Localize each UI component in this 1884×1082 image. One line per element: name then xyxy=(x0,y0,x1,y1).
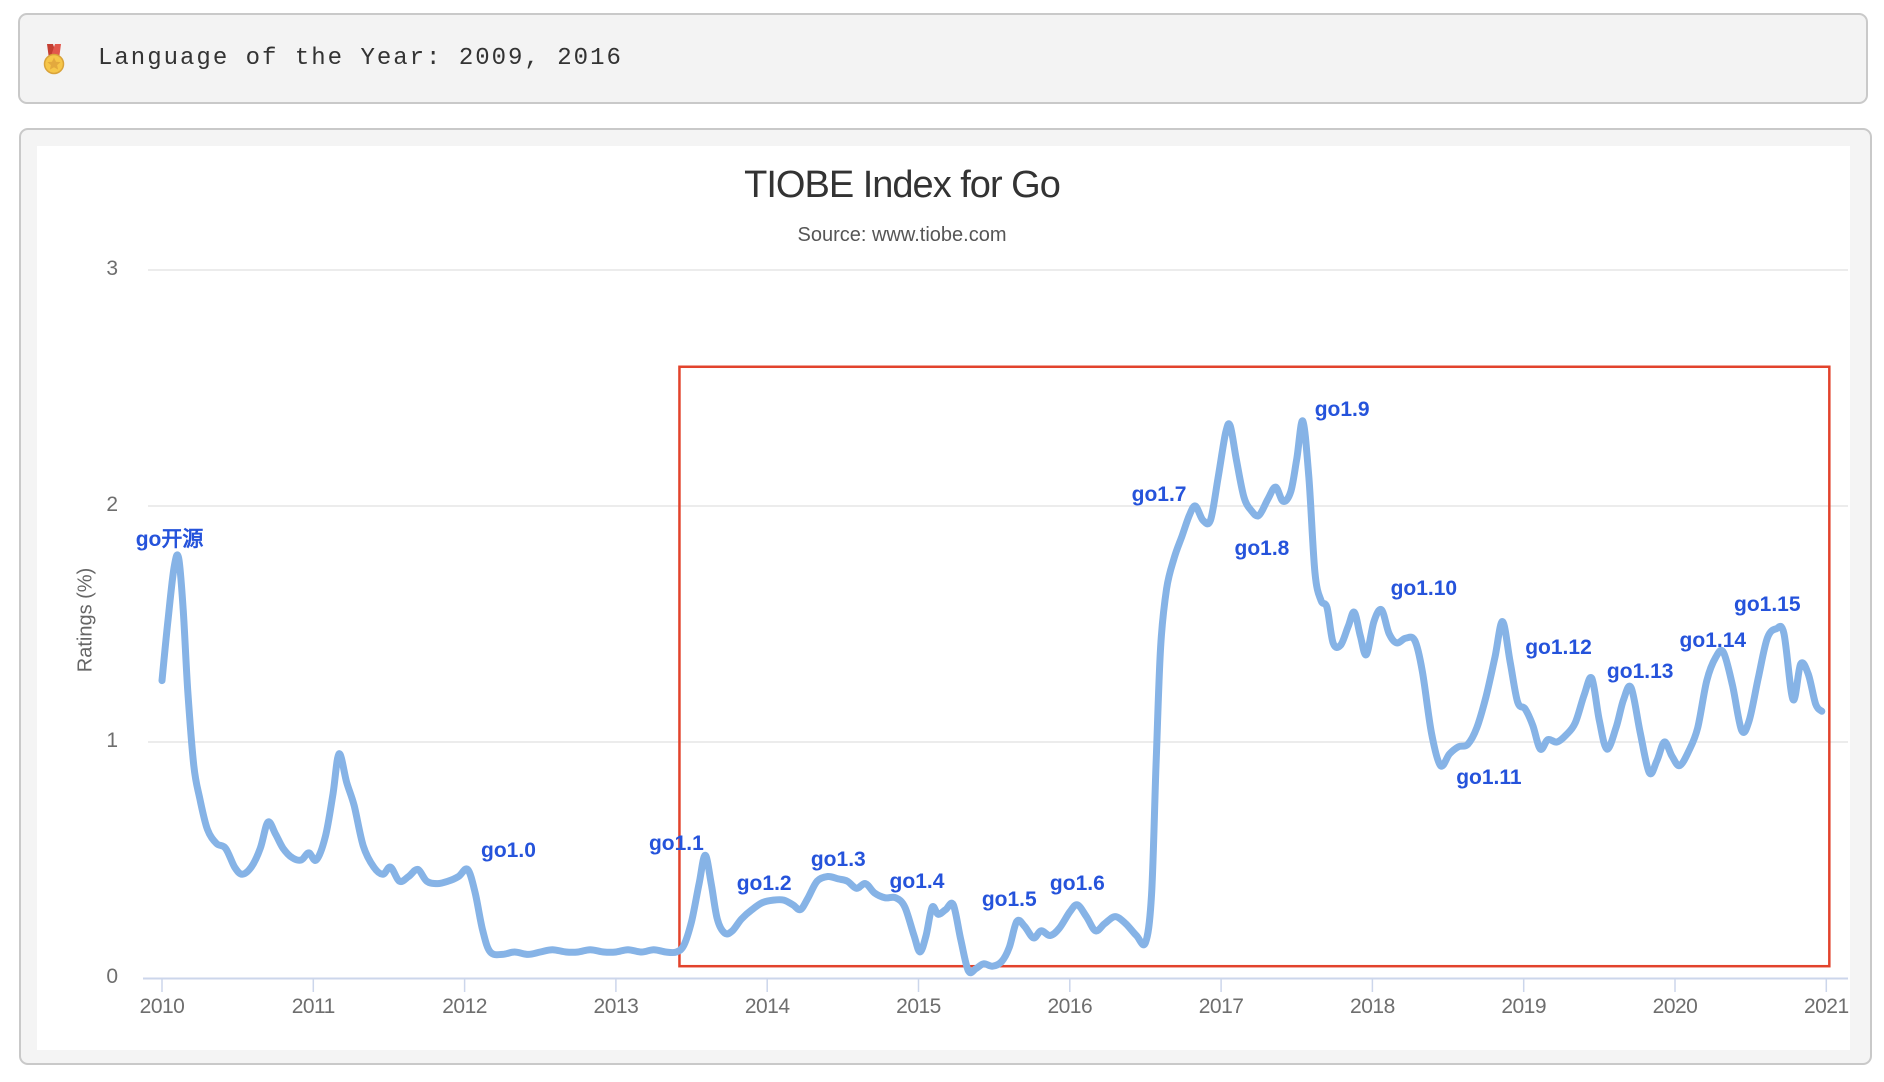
x-tick-label-2011: 2011 xyxy=(291,995,336,1018)
plot-area[interactable] xyxy=(37,146,1850,1050)
annotation-go1.9: go1.9 xyxy=(1314,397,1370,421)
annotation-go1.8: go1.8 xyxy=(1234,536,1290,560)
chart-title: TIOBE Index for Go xyxy=(744,164,1061,206)
x-tick-label-2010: 2010 xyxy=(139,995,185,1018)
x-tick-label-2019: 2019 xyxy=(1501,995,1547,1018)
annotation-go1.13: go1.13 xyxy=(1606,659,1674,683)
banner-text: Language of the Year: 2009, 2016 xyxy=(98,45,623,72)
x-tick-label-2018: 2018 xyxy=(1350,995,1395,1018)
annotation-go1.4: go1.4 xyxy=(889,869,945,893)
x-tick-label-2012: 2012 xyxy=(442,995,487,1018)
annotation-go1.6: go1.6 xyxy=(1049,871,1105,895)
annotation-go1.0: go1.0 xyxy=(481,838,536,862)
annotation-go1.5: go1.5 xyxy=(981,888,1037,912)
annotation-go: go开源 xyxy=(135,527,204,551)
y-tick-label-0: 0 xyxy=(106,965,118,988)
language-of-year-banner: Language of the Year: 2009, 2016 xyxy=(18,13,1868,104)
medal-icon xyxy=(38,43,70,75)
y-tick-label-2: 2 xyxy=(106,493,118,516)
y-axis-title: Ratings (%) xyxy=(74,567,97,673)
annotation-go1.11: go1.11 xyxy=(1456,765,1522,789)
x-tick-label-2013: 2013 xyxy=(593,995,639,1018)
annotation-go1.12: go1.12 xyxy=(1525,635,1592,659)
x-tick-label-2016: 2016 xyxy=(1047,995,1093,1018)
annotation-go1.3: go1.3 xyxy=(810,848,866,872)
annotation-go1.1: go1.1 xyxy=(648,831,704,855)
x-tick-label-2017: 2017 xyxy=(1198,995,1244,1018)
y-tick-label-1: 1 xyxy=(106,729,118,752)
annotation-go1.7: go1.7 xyxy=(1131,482,1187,506)
x-tick-label-2015: 2015 xyxy=(896,995,941,1018)
x-tick-label-2020: 2020 xyxy=(1652,995,1698,1018)
x-tick-label-2014: 2014 xyxy=(744,995,790,1018)
annotation-go1.14: go1.14 xyxy=(1679,628,1747,652)
chart-subtitle: Source: www.tiobe.com xyxy=(797,224,1007,246)
x-tick-label-2021: 2021 xyxy=(1803,995,1849,1018)
annotation-go1.10: go1.10 xyxy=(1390,576,1458,600)
annotation-go1.2: go1.2 xyxy=(736,871,792,895)
y-tick-label-3: 3 xyxy=(106,257,118,280)
annotation-go1.15: go1.15 xyxy=(1734,593,1801,617)
